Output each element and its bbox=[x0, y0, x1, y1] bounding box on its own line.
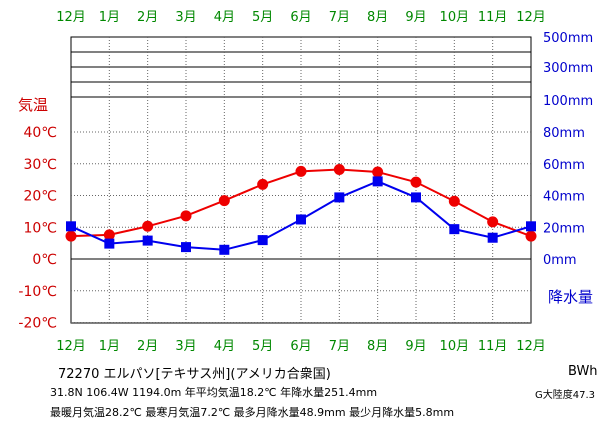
month-label-top: 12月 bbox=[56, 10, 86, 25]
temperature-series bbox=[65, 163, 537, 242]
month-label-bottom: 4月 bbox=[214, 339, 235, 354]
temperature-point bbox=[525, 230, 537, 242]
precipitation-tick-label: 500mm bbox=[543, 31, 593, 46]
precipitation-tick-label: 20mm bbox=[543, 221, 585, 236]
temperature-axis-label: 気温 bbox=[18, 96, 48, 114]
precipitation-series bbox=[66, 176, 536, 255]
month-label-bottom: 3月 bbox=[175, 339, 196, 354]
precipitation-tick-label: 300mm bbox=[543, 61, 593, 76]
temperature-point bbox=[142, 220, 154, 232]
precipitation-point bbox=[487, 232, 498, 243]
station-coordinates: 31.8N 106.4W 1194.0m 年平均気温18.2℃ 年降水量251.… bbox=[50, 386, 378, 399]
precipitation-tick-label: 80mm bbox=[543, 126, 585, 141]
temperature-point bbox=[103, 229, 115, 241]
month-label-bottom: 10月 bbox=[440, 339, 470, 354]
precipitation-point bbox=[104, 238, 115, 249]
month-label-bottom: 8月 bbox=[367, 339, 388, 354]
month-label-top: 10月 bbox=[440, 10, 470, 25]
month-label-bottom: 12月 bbox=[516, 339, 546, 354]
precipitation-point bbox=[257, 235, 268, 246]
precipitation-axis-label: 降水量 bbox=[548, 288, 593, 306]
precipitation-point bbox=[526, 221, 536, 232]
month-label-top: 5月 bbox=[252, 10, 273, 25]
temperature-point bbox=[333, 163, 345, 175]
precipitation-point bbox=[66, 221, 76, 232]
month-label-top: 9月 bbox=[405, 10, 426, 25]
temperature-point bbox=[218, 195, 230, 207]
precipitation-point bbox=[449, 224, 460, 235]
month-label-bottom: 6月 bbox=[290, 339, 311, 354]
precipitation-point bbox=[372, 176, 383, 187]
month-label-top: 1月 bbox=[99, 10, 120, 25]
month-labels-top: 12月 1月 2月 3月 4月 5月 6月 7月 8月 9月 10月 11月 12月 bbox=[56, 10, 546, 25]
precipitation-point bbox=[219, 244, 230, 255]
climate-code: BWh bbox=[568, 364, 598, 379]
precipitation-tick-label: 100mm bbox=[543, 94, 593, 109]
temperature-point bbox=[257, 178, 269, 190]
precipitation-point bbox=[181, 242, 191, 253]
precipitation-point bbox=[411, 192, 421, 203]
month-label-bottom: 7月 bbox=[329, 339, 350, 354]
precipitation-point bbox=[142, 235, 153, 246]
station-title: 72270 エルパソ[テキサス州](アメリカ合衆国) bbox=[58, 367, 331, 382]
temperature-point bbox=[487, 216, 499, 228]
precipitation-tick-label: 60mm bbox=[543, 158, 585, 173]
temperature-tick-label: 10℃ bbox=[23, 220, 57, 236]
temperature-point bbox=[180, 210, 192, 222]
temperature-point bbox=[65, 230, 77, 242]
month-label-bottom: 2月 bbox=[137, 339, 158, 354]
temperature-tick-label: 0℃ bbox=[32, 252, 57, 268]
month-label-top: 4月 bbox=[214, 10, 235, 25]
station-extremes: 最暖月気温28.2℃ 最寒月気温7.2℃ 最多月降水量48.9mm 最少月降水量… bbox=[50, 406, 455, 419]
temperature-point bbox=[295, 165, 307, 177]
month-label-bottom: 1月 bbox=[99, 339, 120, 354]
temperature-tick-label: 40℃ bbox=[23, 125, 57, 141]
month-label-bottom: 5月 bbox=[252, 339, 273, 354]
temperature-tick-label: 30℃ bbox=[23, 157, 57, 173]
month-label-top: 7月 bbox=[329, 10, 350, 25]
precipitation-axis-ticks: 500mm 300mm 100mm 80mm 60mm 40mm 20mm 0mm bbox=[543, 31, 593, 268]
temperature-tick-label: 20℃ bbox=[23, 189, 57, 205]
precipitation-point bbox=[296, 214, 306, 225]
month-labels-bottom: 12月 1月 2月 3月 4月 5月 6月 7月 8月 9月 10月 11月 12月 bbox=[56, 339, 546, 354]
temperature-tick-label: -10℃ bbox=[18, 284, 57, 300]
month-label-top: 11月 bbox=[478, 10, 508, 25]
grid bbox=[70, 36, 532, 324]
temperature-axis-ticks: 40℃ 30℃ 20℃ 10℃ 0℃ -10℃ -20℃ bbox=[18, 125, 57, 332]
month-label-bottom: 11月 bbox=[478, 339, 508, 354]
temperature-point bbox=[372, 166, 384, 178]
temperature-point bbox=[448, 195, 460, 207]
precipitation-point bbox=[334, 192, 345, 203]
month-label-top: 3月 bbox=[175, 10, 196, 25]
continentality-index: G大陸度47.3 bbox=[535, 390, 596, 401]
month-label-top: 8月 bbox=[367, 10, 388, 25]
month-label-bottom: 9月 bbox=[405, 339, 426, 354]
month-label-top: 2月 bbox=[137, 10, 158, 25]
temperature-tick-label: -20℃ bbox=[18, 316, 57, 332]
month-label-bottom: 12月 bbox=[56, 339, 86, 354]
month-label-top: 12月 bbox=[516, 10, 546, 25]
precipitation-tick-label: 0mm bbox=[543, 253, 577, 268]
month-label-top: 6月 bbox=[290, 10, 311, 25]
precipitation-tick-label: 40mm bbox=[543, 190, 585, 205]
temperature-point bbox=[410, 176, 422, 188]
